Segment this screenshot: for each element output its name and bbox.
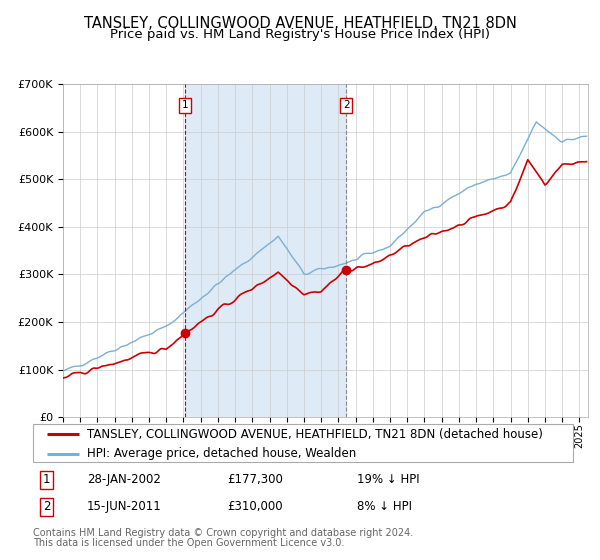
Text: 1: 1 [43, 473, 50, 487]
Text: £310,000: £310,000 [227, 500, 283, 514]
Text: 8% ↓ HPI: 8% ↓ HPI [357, 500, 412, 514]
Text: 2: 2 [343, 100, 350, 110]
Text: 28-JAN-2002: 28-JAN-2002 [87, 473, 161, 487]
Text: 19% ↓ HPI: 19% ↓ HPI [357, 473, 419, 487]
Text: TANSLEY, COLLINGWOOD AVENUE, HEATHFIELD, TN21 8DN (detached house): TANSLEY, COLLINGWOOD AVENUE, HEATHFIELD,… [87, 428, 543, 441]
Text: TANSLEY, COLLINGWOOD AVENUE, HEATHFIELD, TN21 8DN: TANSLEY, COLLINGWOOD AVENUE, HEATHFIELD,… [83, 16, 517, 31]
Text: 2: 2 [43, 500, 50, 514]
Text: This data is licensed under the Open Government Licence v3.0.: This data is licensed under the Open Gov… [33, 538, 344, 548]
FancyBboxPatch shape [33, 424, 573, 462]
Text: Contains HM Land Registry data © Crown copyright and database right 2024.: Contains HM Land Registry data © Crown c… [33, 528, 413, 538]
Bar [185, 84, 346, 417]
Text: 15-JUN-2011: 15-JUN-2011 [87, 500, 162, 514]
Text: 1: 1 [182, 100, 188, 110]
Text: £177,300: £177,300 [227, 473, 283, 487]
Text: HPI: Average price, detached house, Wealden: HPI: Average price, detached house, Weal… [87, 447, 356, 460]
Text: Price paid vs. HM Land Registry's House Price Index (HPI): Price paid vs. HM Land Registry's House … [110, 28, 490, 41]
